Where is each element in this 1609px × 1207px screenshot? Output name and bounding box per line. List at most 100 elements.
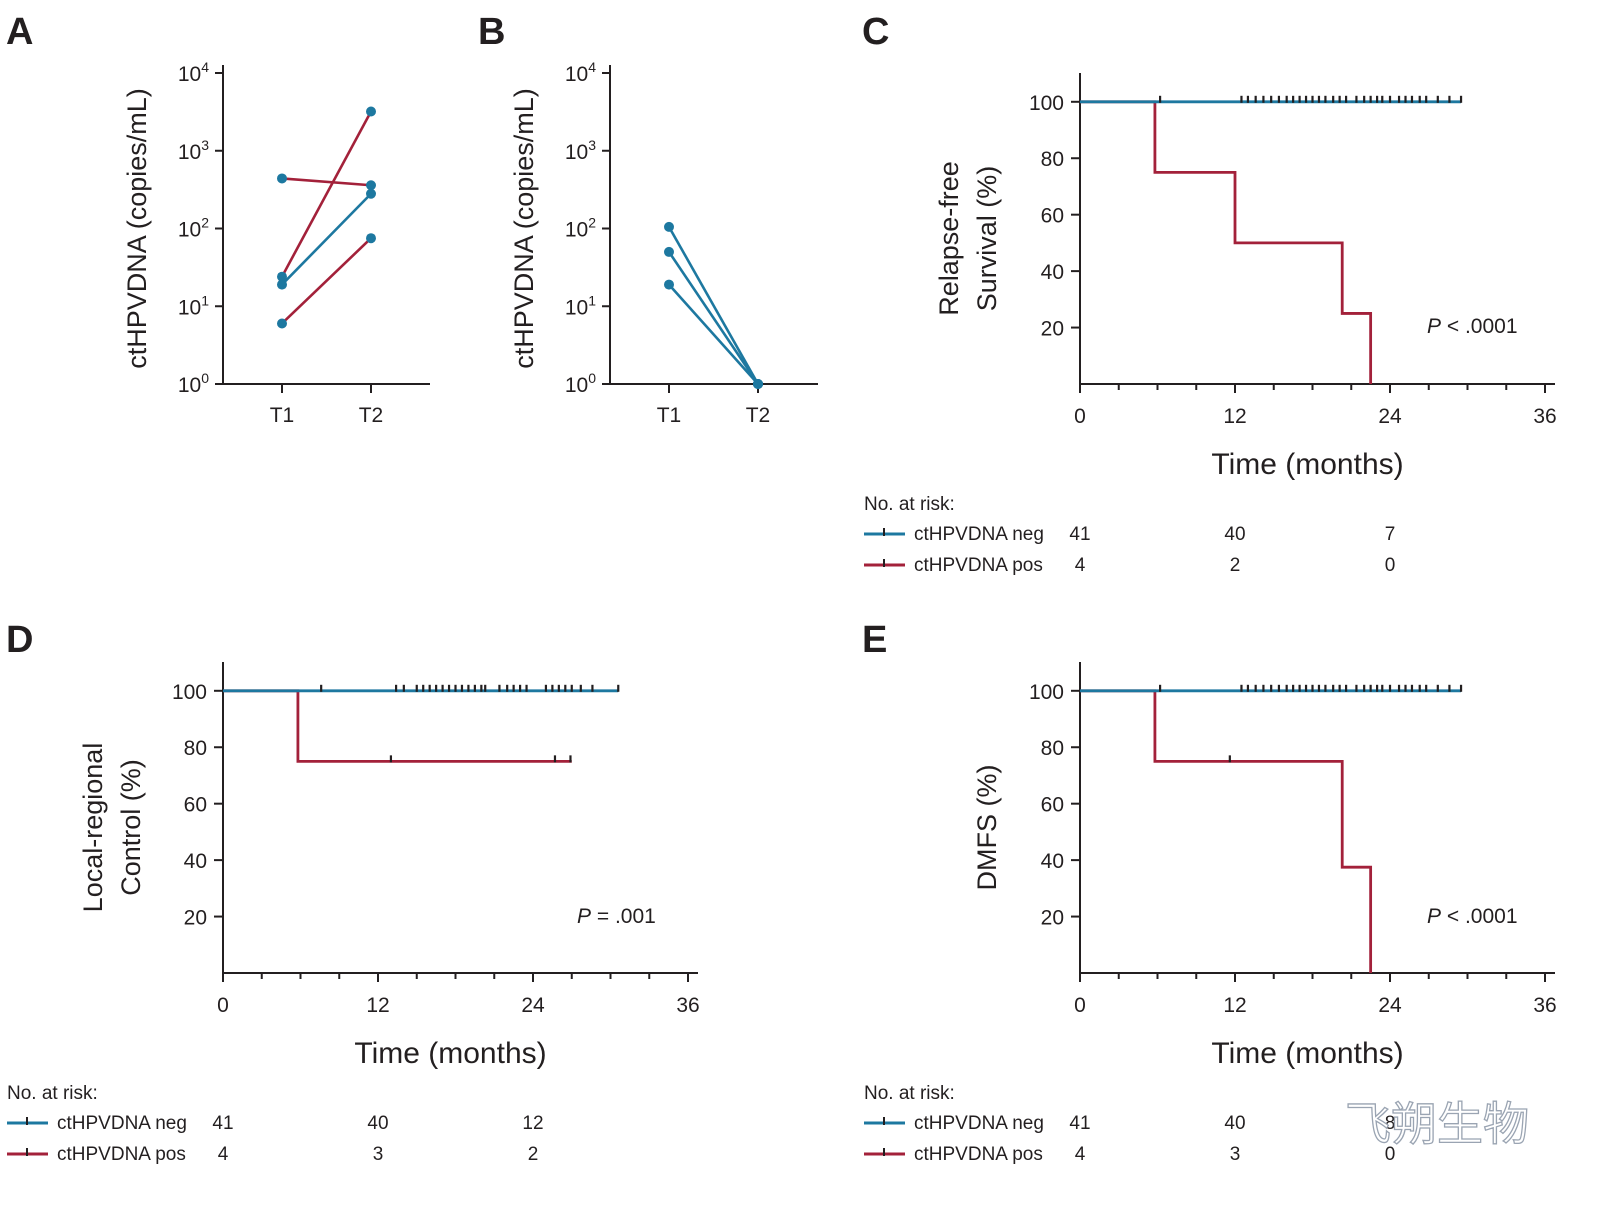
- y-tick-label: 100: [565, 370, 596, 397]
- data-point: [277, 279, 287, 290]
- y-tick-label: 80: [1041, 148, 1064, 171]
- x-axis-label: Time (months): [354, 1037, 546, 1070]
- series-line: [280, 110, 373, 278]
- data-point: [277, 173, 287, 184]
- series-line: [281, 177, 372, 187]
- risk-count: 40: [367, 1113, 388, 1134]
- series-line: [281, 237, 372, 325]
- risk-count: 3: [373, 1144, 384, 1165]
- x-tick-label: 0: [217, 994, 229, 1017]
- y-tick-label: 104: [178, 59, 209, 86]
- risk-legend-label: ctHPVDNA neg: [57, 1113, 187, 1134]
- risk-count: 3: [1230, 1144, 1241, 1165]
- x-tick-label: T2: [359, 404, 384, 427]
- x-tick-label: 12: [366, 994, 389, 1017]
- y-axis-label: DMFS (%): [972, 765, 1002, 891]
- risk-table-title: No. at risk:: [7, 1083, 98, 1104]
- data-point: [366, 180, 376, 191]
- x-axis-label: Time (months): [1211, 448, 1403, 481]
- y-tick-label: 60: [1041, 205, 1064, 228]
- x-tick-label: 0: [1074, 405, 1086, 428]
- x-tick-label: 24: [1378, 405, 1402, 428]
- x-tick-label: 0: [1074, 994, 1086, 1017]
- x-tick-label: T1: [270, 404, 295, 427]
- y-axis-label: ctHPVDNA (copies/mL): [122, 88, 152, 369]
- p-value-text: P < .0001: [1427, 315, 1518, 338]
- y-axis-label: Relapse-free: [934, 161, 964, 316]
- risk-count: 41: [212, 1113, 233, 1134]
- risk-count: 2: [528, 1144, 539, 1165]
- risk-legend-label: ctHPVDNA pos: [57, 1144, 186, 1165]
- x-axis-label: Time (months): [1211, 1037, 1403, 1070]
- series-line: [668, 283, 759, 385]
- risk-legend-label: ctHPVDNA pos: [914, 555, 1043, 576]
- p-value-text: P = .001: [577, 905, 656, 928]
- y-axis-label: ctHPVDNA (copies/mL): [509, 88, 539, 369]
- x-tick-label: 36: [676, 994, 699, 1017]
- data-point: [366, 233, 376, 244]
- risk-count: 0: [1385, 555, 1396, 576]
- data-point: [277, 271, 287, 282]
- y-tick-label: 40: [184, 850, 207, 873]
- data-point: [366, 188, 376, 199]
- risk-count: 12: [522, 1113, 543, 1134]
- y-tick-label: 20: [184, 907, 207, 930]
- x-tick-label: 12: [1223, 994, 1246, 1017]
- y-tick-label: 103: [178, 137, 209, 164]
- y-tick-label: 100: [1029, 681, 1064, 704]
- y-tick-label: 20: [1041, 318, 1064, 341]
- panel-b: 100 101 102 103 104 T1 T2 ctHPVDNA (copies/mL): [509, 59, 818, 427]
- y-tick-label: 100: [1029, 92, 1064, 115]
- risk-legend-label: ctHPVDNA neg: [914, 1113, 1044, 1134]
- watermark-text: 飞朔生物: [1345, 1097, 1529, 1151]
- risk-table-title: No. at risk:: [864, 1083, 955, 1104]
- y-tick-label: 60: [184, 794, 207, 817]
- y-tick-label: 80: [184, 737, 207, 760]
- p-value-text: P < .0001: [1427, 905, 1518, 928]
- risk-count: 7: [1385, 524, 1396, 545]
- x-tick-label: 24: [521, 994, 545, 1017]
- panel-letter-a: A: [6, 11, 33, 53]
- y-tick-label: 101: [565, 292, 596, 319]
- y-tick-label: 102: [565, 215, 596, 242]
- y-tick-label: 100: [178, 370, 209, 397]
- y-tick-label: 80: [1041, 737, 1064, 760]
- risk-count: 4: [1075, 1144, 1086, 1165]
- panel-letter-b: B: [478, 11, 505, 53]
- data-point: [664, 221, 674, 232]
- risk-count: 2: [1230, 555, 1241, 576]
- series-line: [667, 251, 760, 385]
- y-tick-label: 103: [565, 137, 596, 164]
- data-point: [277, 318, 287, 329]
- y-axis-label: Control (%): [116, 759, 146, 896]
- km-curve: [1080, 100, 1373, 384]
- series-line: [667, 226, 760, 385]
- series-line: [281, 192, 372, 286]
- y-tick-label: 60: [1041, 794, 1064, 817]
- risk-count: 4: [1075, 555, 1086, 576]
- x-tick-label: 24: [1378, 994, 1402, 1017]
- panel-letter-d: D: [6, 619, 33, 661]
- y-tick-label: 40: [1041, 261, 1064, 284]
- risk-legend-label: ctHPVDNA neg: [914, 524, 1044, 545]
- panel-letter-c: C: [862, 11, 889, 53]
- data-point: [753, 379, 763, 389]
- x-tick-label: T1: [657, 404, 682, 427]
- x-tick-label: T2: [746, 404, 771, 427]
- risk-count: 8: [1385, 1113, 1396, 1134]
- data-point: [664, 246, 674, 257]
- y-axis-label: Local-regional: [78, 743, 108, 913]
- data-point: [664, 279, 674, 290]
- y-tick-label: 101: [178, 292, 209, 319]
- y-axis-label: Survival (%): [972, 166, 1002, 312]
- x-tick-label: 36: [1533, 405, 1556, 428]
- panel-a: 100 101 102 103 104 T1 T2 ctHPVDNA (copies/mL): [122, 59, 430, 427]
- y-tick-label: 40: [1041, 850, 1064, 873]
- risk-table-title: No. at risk:: [864, 494, 955, 515]
- risk-legend-label: ctHPVDNA pos: [914, 1144, 1043, 1165]
- panel-letter-e: E: [862, 619, 887, 661]
- x-tick-label: 12: [1223, 405, 1246, 428]
